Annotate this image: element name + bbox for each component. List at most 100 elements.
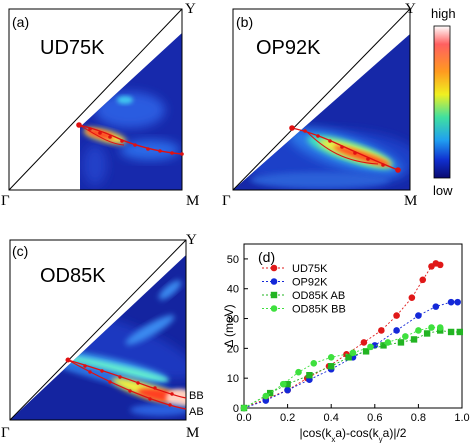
panel-c-points xyxy=(65,357,174,407)
panel-b-red-curve-lower xyxy=(304,129,379,165)
chart-d-plot-frame xyxy=(243,243,463,409)
data-point xyxy=(402,333,409,340)
xlabel-part-3: a)|/2 xyxy=(383,426,407,440)
data-point xyxy=(436,261,444,269)
legend-marker xyxy=(270,305,278,312)
data-point xyxy=(415,327,422,334)
data-point xyxy=(367,343,374,351)
xlabel-sub-y: y xyxy=(379,435,383,443)
legend-label: UD75K xyxy=(292,263,328,275)
panel-b-corner-m: M xyxy=(404,193,417,209)
data-point xyxy=(279,380,287,388)
panel-a-frame xyxy=(8,8,183,191)
y-tick-label: 50 xyxy=(227,254,239,266)
legend-marker xyxy=(270,278,278,285)
panel-b-corner-y: Y xyxy=(405,1,416,17)
chart-d-series xyxy=(240,260,464,412)
x-tick-label: 0.6 xyxy=(367,412,382,424)
panel-b: (b) OP92K Y Γ M xyxy=(222,1,417,209)
data-point xyxy=(266,389,274,397)
panel-a-corner-gamma: Γ xyxy=(1,193,10,209)
y-tick-label: 0 xyxy=(233,403,239,415)
colorbar-high-label: high xyxy=(431,6,456,21)
data-point xyxy=(327,354,335,361)
series-line xyxy=(243,327,441,409)
data-point xyxy=(393,312,400,319)
data-point xyxy=(328,363,335,370)
legend-label: OD85K BB xyxy=(292,304,346,316)
chart-d-axes: 0.0 0.2 0.4 0.6 0.8 1.0 0 10 20 30 40 50 xyxy=(227,254,470,424)
x-tick-label: 0.4 xyxy=(324,412,339,424)
panel-a-red-curve-lower xyxy=(78,124,125,146)
data-point xyxy=(240,404,248,412)
panel-a-diagonal xyxy=(8,8,183,191)
data-point xyxy=(310,359,318,367)
panel-c-corner-y: Y xyxy=(186,232,197,248)
legend-marker xyxy=(270,264,278,272)
x-tick-label: 1.0 xyxy=(454,412,469,424)
chart-d-x-axis-label: |cos(kxa)-cos(kya)|/2 xyxy=(300,426,407,443)
data-point xyxy=(408,294,416,301)
panel-c-corner-m: M xyxy=(186,425,199,441)
panel-b-points xyxy=(289,125,401,173)
xlabel-part-1: |cos(k xyxy=(300,426,333,440)
panel-b-corner-gamma: Γ xyxy=(222,193,231,209)
colorbar-low-label: low xyxy=(433,183,453,198)
colorbar-gradient xyxy=(433,25,451,179)
data-point xyxy=(380,342,387,349)
data-point xyxy=(436,324,444,331)
data-point xyxy=(362,348,370,355)
data-point xyxy=(454,298,461,306)
legend-label: OD85K AB xyxy=(292,290,345,302)
panel-c-sample-label: OD85K xyxy=(40,265,106,287)
legend-marker xyxy=(270,291,278,299)
series-line xyxy=(243,262,441,409)
panel-a: (a) UD75K Y Γ M xyxy=(1,1,199,209)
panel-c-band-label-bb: BB xyxy=(189,390,204,402)
panel-c: (c) OD85K BB AB Y Γ M xyxy=(1,232,204,441)
y-tick-label: 10 xyxy=(227,373,239,385)
x-tick-label: 0.2 xyxy=(280,412,295,424)
data-point xyxy=(284,386,291,394)
data-point xyxy=(423,330,431,337)
x-tick-label: 0.0 xyxy=(236,412,251,424)
xlabel-part-2: a)-cos(k xyxy=(335,426,379,440)
panel-c-red-curve-bb xyxy=(67,359,187,399)
panel-b-diagonal xyxy=(232,8,411,191)
x-tick-label: 0.8 xyxy=(411,412,426,424)
data-point xyxy=(432,303,440,310)
data-point xyxy=(378,327,385,334)
data-point xyxy=(393,327,400,334)
data-point xyxy=(284,380,291,388)
panel-a-corner-y: Y xyxy=(185,1,196,17)
y-tick-label: 30 xyxy=(227,314,239,326)
panel-c-diagonal xyxy=(9,239,187,421)
y-tick-label: 40 xyxy=(227,284,239,296)
panel-c-tag: (c) xyxy=(12,243,28,259)
data-point xyxy=(349,349,357,357)
data-point xyxy=(410,336,418,343)
data-point xyxy=(428,324,435,331)
chart-d-tag: (d) xyxy=(258,249,275,265)
data-point xyxy=(384,339,392,346)
panel-c-corner-gamma: Γ xyxy=(1,425,10,441)
data-point xyxy=(306,372,313,379)
series-line xyxy=(243,330,460,409)
data-point xyxy=(419,276,427,284)
data-point xyxy=(447,298,455,306)
panel-a-tag: (a) xyxy=(12,14,29,30)
colorbar: high low xyxy=(431,6,456,198)
data-point xyxy=(456,328,464,336)
series-od85k-bb xyxy=(240,324,444,412)
panel-a-corner-m: M xyxy=(186,193,199,209)
chart-d-y-axis-label: Δ (meV) xyxy=(222,304,236,347)
panel-b-sample-label: OP92K xyxy=(256,37,321,59)
data-point xyxy=(360,339,368,346)
panel-b-tag: (b) xyxy=(236,14,253,30)
legend-label: OP92K xyxy=(292,277,328,289)
data-point xyxy=(295,368,302,376)
panel-a-sample-label: UD75K xyxy=(40,37,105,59)
xlabel-sub-x: x xyxy=(331,435,335,443)
data-point xyxy=(262,392,270,400)
